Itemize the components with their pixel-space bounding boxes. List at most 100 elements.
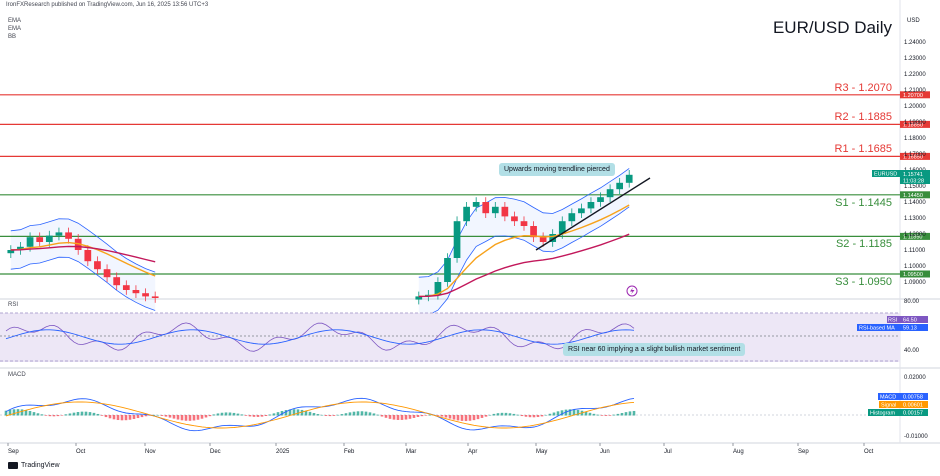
macd-histogram-bar xyxy=(376,414,380,416)
macd-histogram-bar xyxy=(24,410,28,416)
level-tag xyxy=(900,232,930,240)
macd-histogram-bar xyxy=(468,415,472,421)
macd-histogram-bar xyxy=(140,415,144,418)
macd-histogram-bar xyxy=(388,415,392,419)
ema-slow-line xyxy=(418,233,630,298)
macd-histogram-bar xyxy=(168,415,172,418)
macd-histogram-bar xyxy=(200,415,204,419)
indicator-bb[interactable]: BB xyxy=(8,34,17,40)
macd-histogram-bar xyxy=(464,415,468,422)
level-tag-text: 1.11850 xyxy=(903,234,922,240)
macd-histogram-bar xyxy=(232,412,236,416)
macd-histogram-bar xyxy=(428,414,432,416)
event-flash-icon[interactable] xyxy=(626,285,638,297)
macd-histogram-bar xyxy=(604,415,608,416)
macd-histogram-bar xyxy=(100,415,104,416)
rsi-annotation[interactable]: RSI near 60 implying a a slight bullish … xyxy=(563,343,746,356)
x-tick-label: Aug xyxy=(733,449,744,455)
macd-histogram-bar xyxy=(68,413,72,416)
macd-histogram-bar xyxy=(440,415,444,417)
macd-histogram-bar xyxy=(584,411,588,416)
macd-histogram-bar xyxy=(300,409,304,416)
histogram-tag-name: Histogram xyxy=(870,411,895,417)
macd-histogram-bar xyxy=(20,409,24,416)
macd-histogram-bar xyxy=(520,415,524,417)
macd-tick-bottom: -0.01000 xyxy=(904,434,928,440)
macd-histogram-bar xyxy=(64,414,68,416)
macd-histogram-bar xyxy=(356,411,360,416)
macd-histogram-bar xyxy=(328,415,332,417)
rsi-band xyxy=(0,313,900,362)
price-tick-label: 1.13000 xyxy=(904,216,926,222)
price-tick-label: 1.17000 xyxy=(904,152,926,158)
level-tag xyxy=(900,270,930,278)
macd-histogram-bar xyxy=(488,414,492,416)
macd-histogram-bar xyxy=(496,413,500,416)
trendline-annotation[interactable]: Upwards moving trendline pierced xyxy=(499,163,615,176)
indicator-ema-fast[interactable]: EMA xyxy=(8,18,22,24)
level-tag xyxy=(900,120,930,128)
x-tick-label: Nov xyxy=(145,449,156,455)
macd-histogram-bar xyxy=(120,415,124,421)
bollinger-lower-line xyxy=(10,256,156,311)
macd-histogram-bar xyxy=(332,415,336,416)
macd-histogram-bar xyxy=(384,415,388,418)
macd-histogram-bar xyxy=(72,412,76,416)
macd-histogram-bar xyxy=(84,411,88,416)
macd-histogram-bar xyxy=(516,414,520,416)
macd-histogram-bar xyxy=(512,413,516,416)
candle-body xyxy=(94,261,101,270)
candle-body xyxy=(45,235,53,242)
x-tick-label: Apr xyxy=(468,449,477,455)
price-tick-label: 1.19000 xyxy=(904,120,926,126)
trendline xyxy=(535,177,651,251)
candle-body xyxy=(463,206,470,222)
level-tag xyxy=(900,191,930,199)
macd-histogram-bar xyxy=(12,409,16,416)
macd-histogram-bar xyxy=(452,415,456,420)
candle-body xyxy=(511,216,518,222)
macd-histogram-bar xyxy=(420,415,424,417)
candle-body xyxy=(7,250,15,254)
macd-histogram-bar xyxy=(304,410,308,416)
x-tick-label: Feb xyxy=(344,449,355,455)
indicator-ema-slow[interactable]: EMA xyxy=(8,26,22,32)
candle-body xyxy=(17,246,24,250)
ema-fast-line xyxy=(418,204,630,298)
level-label-r3: R3 - 1.2070 xyxy=(834,82,892,94)
macd-histogram-bar xyxy=(500,412,504,416)
macd-histogram-bar xyxy=(128,415,132,420)
macd-histogram-bar xyxy=(352,411,356,416)
x-tick-label: Jul xyxy=(664,449,672,455)
price-tick-label: 1.09000 xyxy=(904,280,926,286)
macd-tag-value: 0.00758 xyxy=(903,395,923,401)
tradingview-footer[interactable]: TradingView xyxy=(8,462,60,469)
candle-body xyxy=(482,202,490,214)
x-tick-label: Sep xyxy=(8,449,19,455)
macd-histogram-bar xyxy=(188,415,192,421)
macd-histogram-bar xyxy=(360,411,364,416)
macd-histogram-bar xyxy=(372,413,376,416)
candle-body xyxy=(587,202,595,209)
rsi-tick-40: 40.00 xyxy=(904,348,920,354)
macd-histogram-bar xyxy=(324,415,328,416)
macd-histogram-bar xyxy=(368,412,372,416)
macd-histogram-bar xyxy=(536,415,540,418)
macd-histogram-bar xyxy=(548,413,552,416)
macd-histogram-bar xyxy=(484,415,488,417)
macd-histogram-bar xyxy=(344,413,348,416)
macd-histogram-bar xyxy=(108,415,112,419)
macd-histogram-bar xyxy=(596,414,600,416)
macd-histogram-bar xyxy=(412,415,416,418)
macd-histogram-bar xyxy=(112,415,116,420)
candle-body xyxy=(597,197,604,202)
macd-histogram-bar xyxy=(408,415,412,419)
macd-histogram-bar xyxy=(472,415,476,421)
footer-label: TradingView xyxy=(21,462,60,469)
tradingview-logo-icon xyxy=(8,462,18,469)
macd-histogram-bar xyxy=(544,414,548,416)
macd-histogram-bar xyxy=(252,415,256,417)
macd-histogram-bar xyxy=(280,410,284,416)
macd-histogram-bar xyxy=(212,414,216,416)
